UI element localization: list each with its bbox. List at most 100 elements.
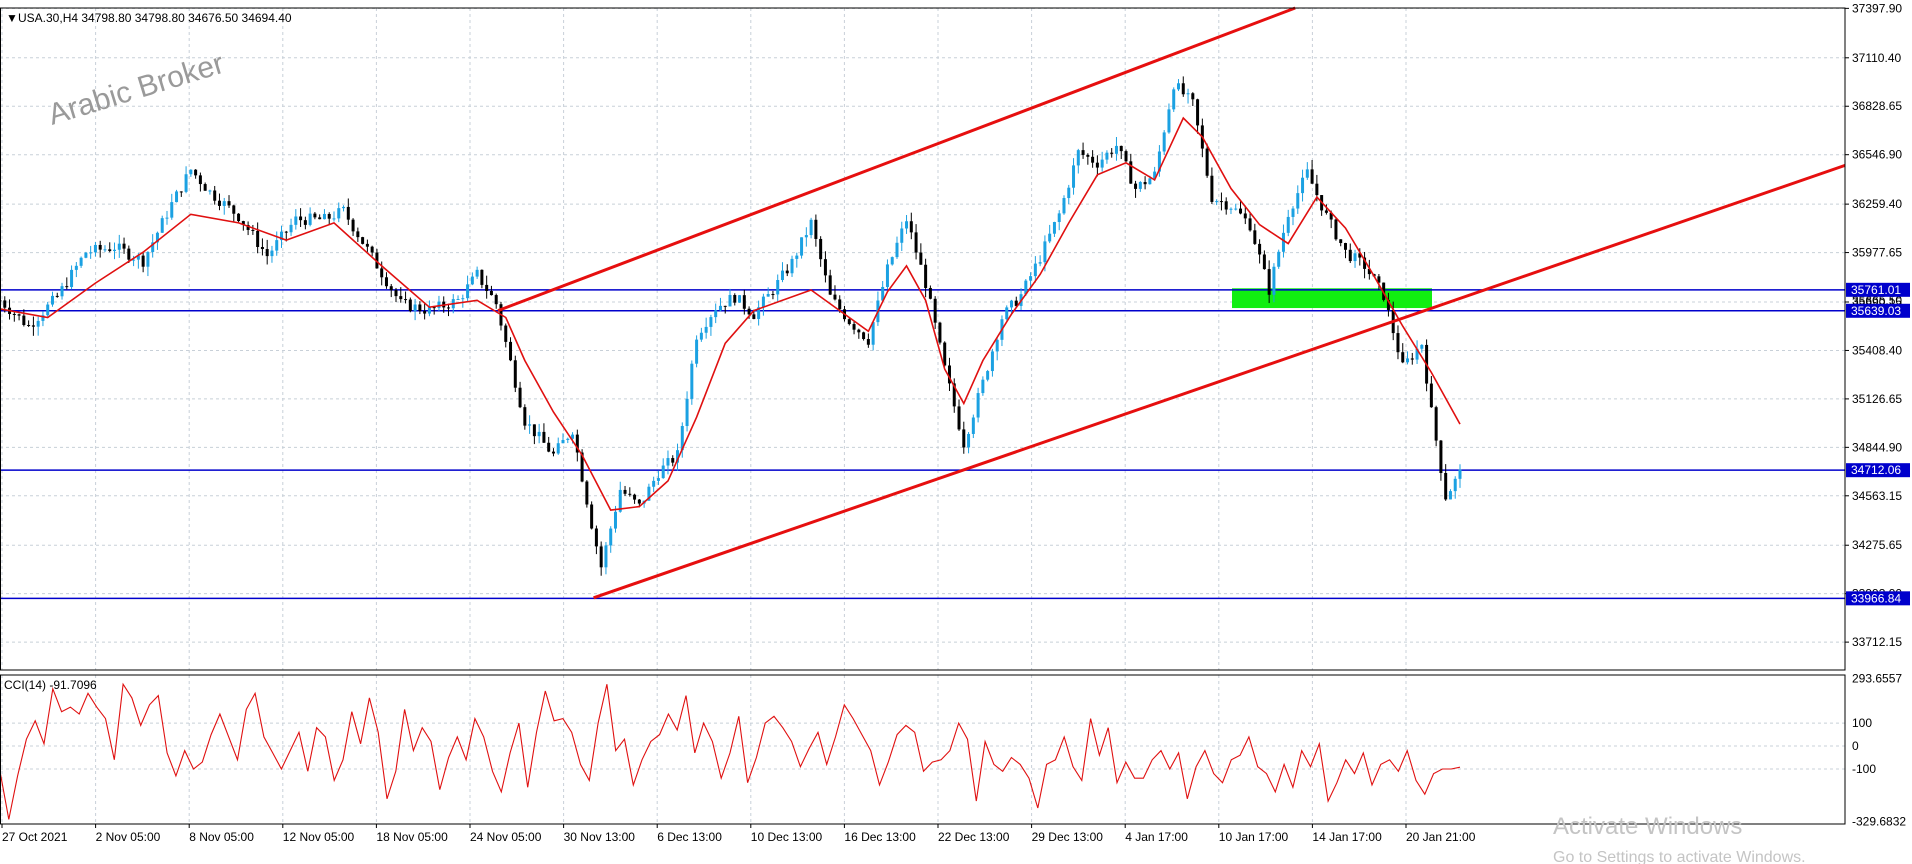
candle-body [1239,208,1243,214]
candle-body [1038,262,1042,264]
candle-body [933,298,937,323]
candle-body [289,224,293,233]
candle-body [332,218,336,220]
candle-body [885,264,889,287]
candle-body [1305,169,1309,178]
candle-body [1367,268,1371,275]
candle-body [418,304,422,312]
candle-body [237,213,241,222]
candle-body [122,243,126,249]
candles [0,76,1462,576]
candle-body [1324,210,1328,213]
candle-body [117,243,121,250]
candle-body [265,249,269,257]
candle-body [466,284,470,299]
candle-body [1114,145,1118,154]
price-tick-label: 35977.65 [1852,246,1902,260]
candle-body [93,244,97,253]
candle-body [155,232,159,243]
candle-body [337,208,341,219]
candle-body [819,238,823,260]
candle-body [828,275,832,295]
support-zone [1232,288,1432,309]
time-tick-label: 16 Dec 13:00 [844,830,916,844]
candle-body [542,431,546,443]
candle-body [666,458,670,466]
candle-body [198,175,202,185]
trend-channel[interactable] [497,6,1846,600]
candle-body [556,443,560,454]
candle-body [528,424,532,426]
candle-body [628,493,632,495]
candle-body [905,221,909,229]
candle-body [246,225,250,230]
candle-body [275,240,279,251]
candle-body [699,332,703,340]
candle-body [1076,150,1080,166]
candle-body [871,322,875,345]
candle-body [685,398,689,427]
price-tag [1846,463,1910,478]
candle-body [609,528,613,546]
time-tick-label: 6 Dec 13:00 [657,830,722,844]
candle-body [41,315,45,321]
horizontal-levels[interactable] [0,289,1845,600]
candle-body [952,383,956,407]
price-tick-label: 37397.90 [1852,1,1902,15]
candle-body [590,504,594,529]
candle-body [50,295,54,305]
candle-body [208,190,212,192]
candle-body [194,169,198,176]
candle-body [761,296,765,308]
price-tick-label: 34844.90 [1852,440,1902,454]
candle-body [179,191,183,193]
candle-body [1377,276,1381,283]
candle-body [895,242,899,258]
price-tick-label: 34275.65 [1852,538,1902,552]
candle-body [1243,213,1247,219]
price-pane-border [0,7,1846,671]
candle-body [1420,344,1424,349]
candle-body [823,259,827,276]
cci-tick-label: 100 [1852,716,1872,730]
candle-body [456,298,460,300]
candle-body [227,201,231,206]
candle-body [1167,109,1171,133]
candle-body [776,280,780,295]
candle-body [1343,243,1347,250]
candle-body [881,286,885,301]
candle-body [404,299,408,301]
candle-body [175,191,179,203]
candle-body [990,351,994,372]
candle-body [1329,212,1333,220]
price-tick-label: 36828.65 [1852,99,1902,113]
candle-body [571,434,575,439]
candle-body [599,546,603,568]
price-axis[interactable]: 37397.90 37110.40 36828.65 36546.90 36259.40… [1845,1,1902,649]
time-tick-label: 10 Jan 17:00 [1219,830,1289,844]
dropdown-arrow-icon[interactable]: ▼ [6,11,18,25]
candle-body [575,434,579,453]
candle-body [613,511,617,529]
candle-body [1210,175,1214,202]
channel-upper-line [497,6,1296,313]
candle-body [70,269,74,288]
candle-body [551,451,555,454]
cci-series-line [0,682,1461,820]
candle-body [723,305,727,307]
candle-body [313,213,317,218]
time-axis[interactable]: 27 Oct 2021 2 Nov 05:00 8 Nov 05:00 12 Nov … [1,824,1476,844]
candle-body [919,252,923,265]
candle-body [232,205,236,214]
candle-body [757,307,761,319]
candle-body [1086,154,1090,157]
candle-body [518,387,522,408]
candle-body [375,252,379,269]
time-tick-label: 12 Nov 05:00 [283,830,355,844]
candle-body [1429,383,1433,408]
candle-body [804,235,808,238]
candle-body [1339,239,1343,244]
cci-tick-label: -100 [1852,762,1876,776]
candle-body [141,255,145,267]
